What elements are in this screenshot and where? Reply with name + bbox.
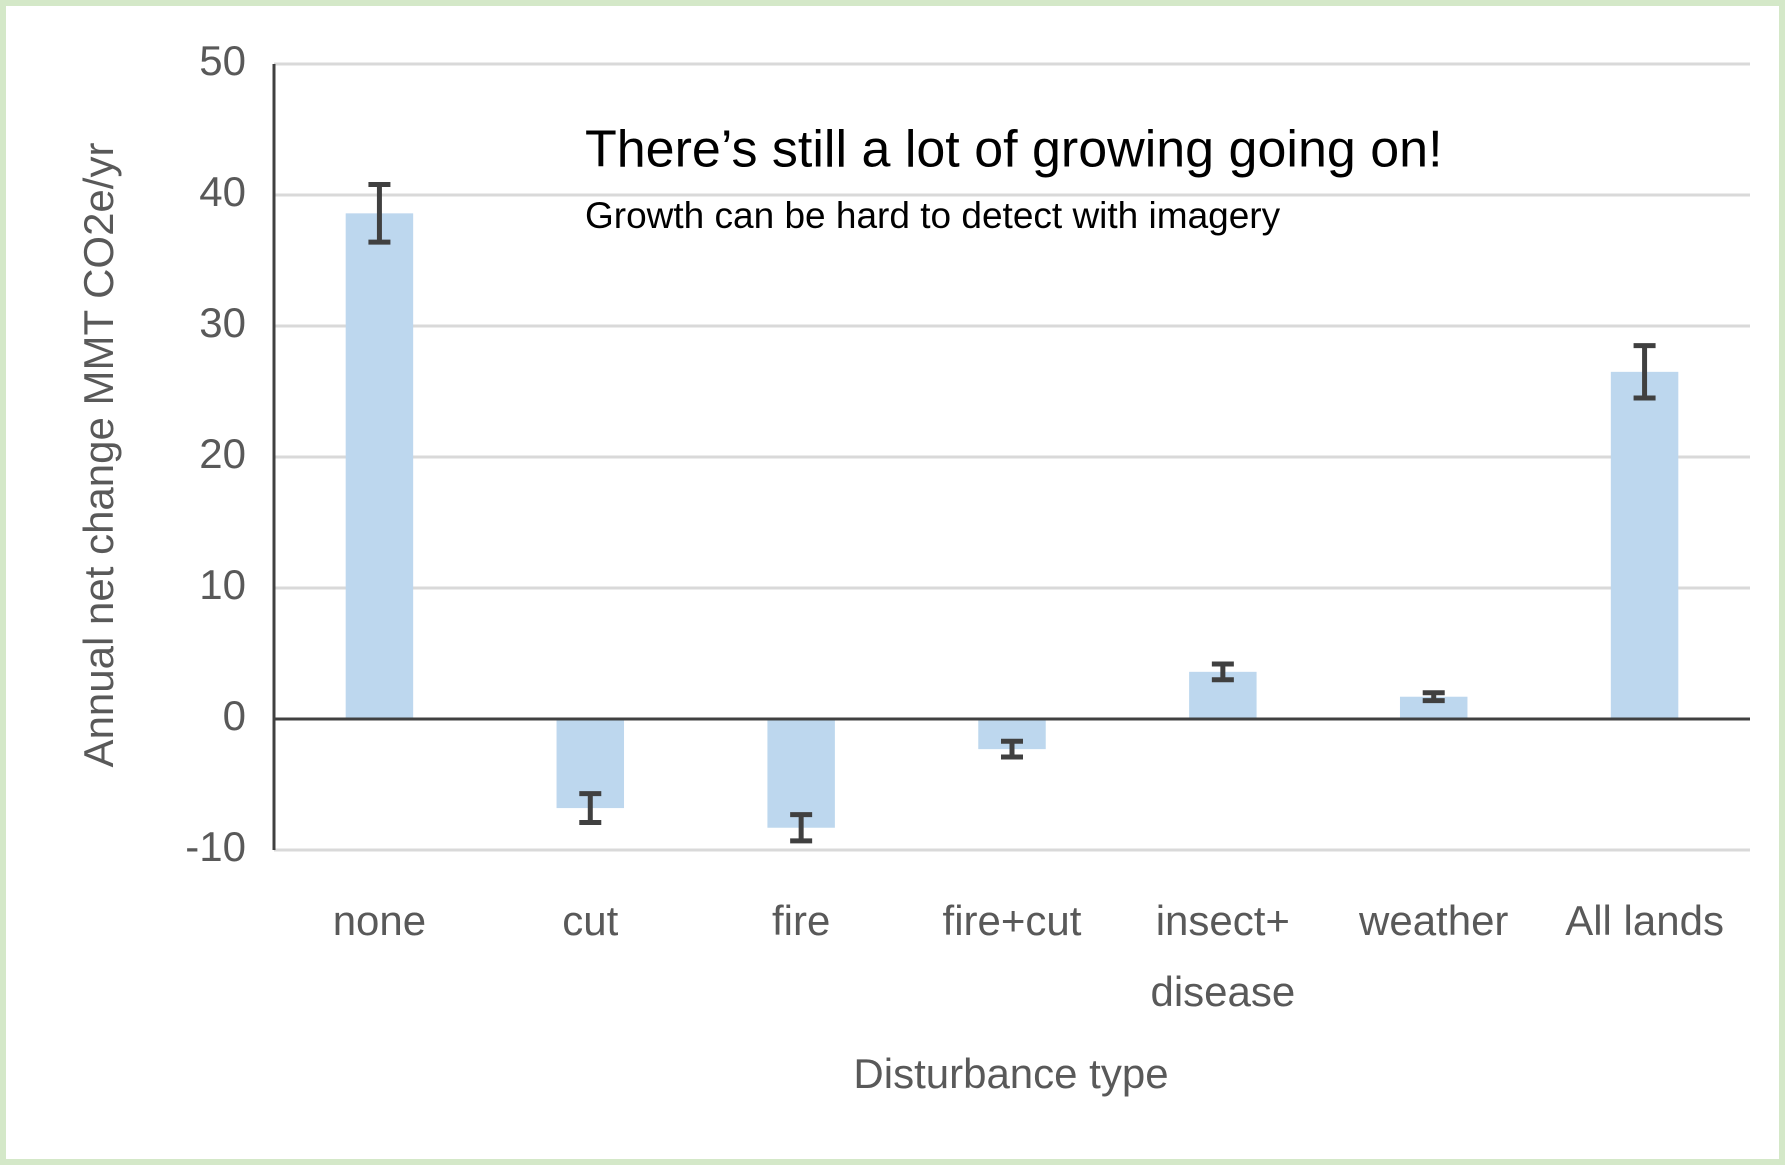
- x-tick-label: fire: [772, 897, 830, 944]
- x-tick-label: All lands: [1565, 897, 1724, 944]
- x-tick-label: cut: [562, 897, 618, 944]
- y-tick-label: 10: [199, 561, 246, 608]
- annotation-subtitle: Growth can be hard to detect with imager…: [585, 195, 1281, 236]
- bar: [1610, 371, 1679, 719]
- error-bar: [579, 791, 602, 825]
- x-tick-label: insect+ disease: [1150, 897, 1295, 1015]
- y-tick-label: 20: [199, 430, 246, 477]
- error-bar: [1211, 661, 1234, 683]
- y-tick-label: 40: [199, 168, 246, 215]
- x-axis-title: Disturbance type: [853, 1050, 1168, 1097]
- x-tick-label: fire+cut: [943, 897, 1082, 944]
- x-tick-label: weather: [1358, 897, 1508, 944]
- x-tick-label: none: [333, 897, 426, 944]
- annotation-title: There’s still a lot of growing going on!: [585, 121, 1443, 179]
- bar: [767, 719, 835, 828]
- y-tick-label: -10: [185, 823, 246, 870]
- error-bar: [1422, 690, 1445, 704]
- y-tick-label: 0: [223, 692, 246, 739]
- error-bar: [368, 182, 391, 245]
- bar: [1399, 696, 1468, 719]
- error-bar: [1001, 738, 1023, 760]
- y-tick-label: 50: [199, 37, 246, 84]
- error-bar: [1633, 343, 1656, 401]
- bar: [345, 213, 414, 719]
- error-bar: [790, 812, 813, 844]
- y-tick-label: 30: [199, 299, 246, 346]
- y-axis-title: Annual net change MMT CO2e/yr: [75, 143, 122, 768]
